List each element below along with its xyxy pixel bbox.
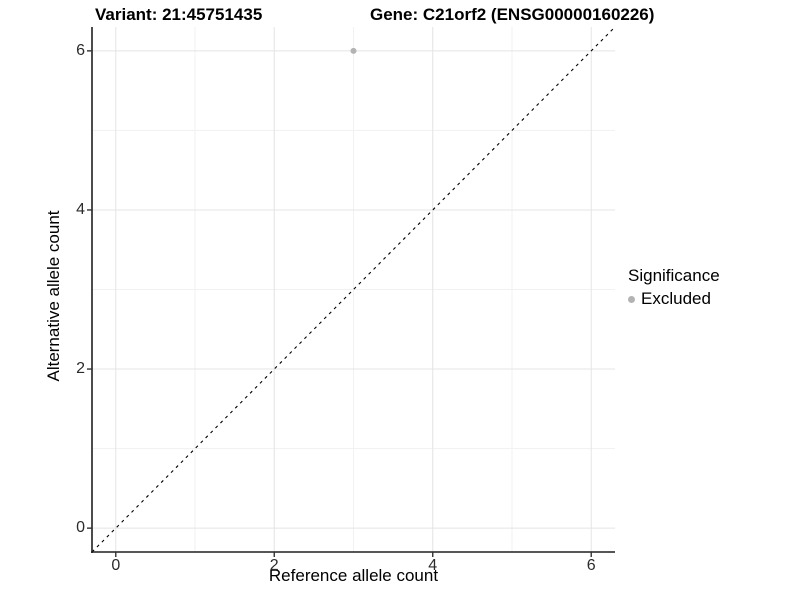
y-tick-label: 6 bbox=[76, 41, 85, 59]
plot-title-gene: Gene: C21orf2 (ENSG00000160226) bbox=[370, 5, 655, 24]
plot-title-variant: Variant: 21:45751435 bbox=[95, 5, 263, 24]
x-axis-title: Reference allele count bbox=[268, 566, 439, 585]
data-point bbox=[350, 47, 357, 54]
y-tick-label: 4 bbox=[76, 200, 85, 218]
x-tick-label: 2 bbox=[269, 557, 279, 574]
y-axis-title: Alternative allele count bbox=[44, 210, 63, 382]
x-tick-label: 0 bbox=[111, 557, 121, 574]
legend-title: Significance bbox=[628, 266, 720, 285]
identity-reference-line bbox=[91, 26, 616, 553]
y-tick-label: 0 bbox=[76, 519, 85, 537]
legend: Significance Excluded bbox=[628, 266, 720, 309]
y-tick-label: 2 bbox=[76, 360, 85, 378]
legend-item-excluded: Excluded bbox=[628, 289, 720, 309]
x-tick-label: 4 bbox=[428, 557, 438, 574]
legend-item-label: Excluded bbox=[641, 289, 711, 308]
x-tick-label: 6 bbox=[586, 557, 596, 574]
legend-point-icon bbox=[628, 295, 635, 303]
